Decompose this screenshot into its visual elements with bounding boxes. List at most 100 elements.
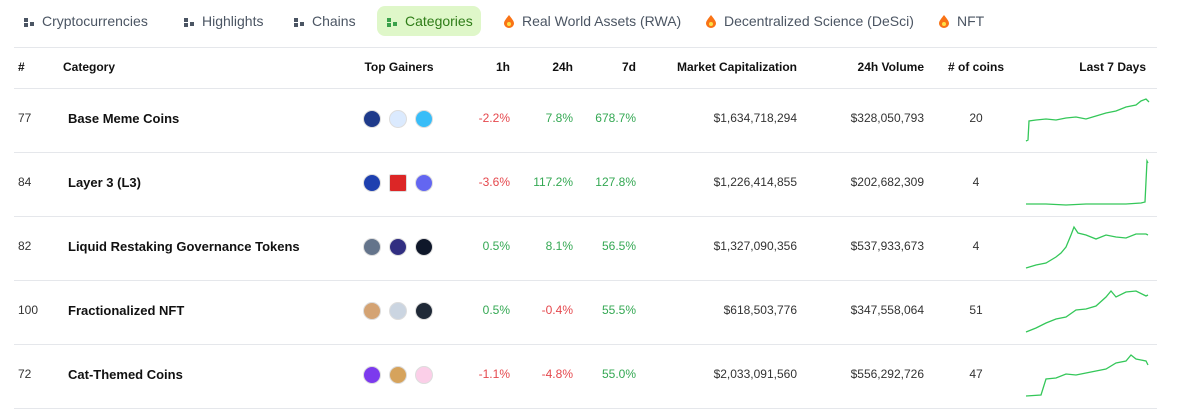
table-cell: 8.1% xyxy=(545,239,573,253)
coin-icon[interactable] xyxy=(389,302,407,320)
coin-icon[interactable] xyxy=(415,174,433,192)
table-cell: 55.0% xyxy=(601,367,636,381)
table-cell: $202,682,309 xyxy=(850,175,924,189)
coin-icon[interactable] xyxy=(389,174,407,192)
coin-icon[interactable] xyxy=(363,366,381,384)
category-name[interactable]: Cat-Themed Coins xyxy=(68,367,183,382)
table-cell: 127.8% xyxy=(595,175,636,189)
table-cell: $618,503,776 xyxy=(723,303,797,317)
row-divider xyxy=(14,280,1157,281)
tab-icon xyxy=(939,15,949,28)
coin-icon[interactable] xyxy=(389,110,407,128)
table-cell: $2,033,091,560 xyxy=(713,367,797,381)
table-cell: 84 xyxy=(18,175,32,189)
table-cell: 4 xyxy=(972,239,980,253)
table-cell: 0.5% xyxy=(482,303,510,317)
tab-icon xyxy=(706,15,716,28)
sparkline-path xyxy=(1025,354,1149,397)
column-header[interactable]: 24h Volume xyxy=(857,60,924,74)
table-cell: 72 xyxy=(18,367,32,381)
table-cell: 678.7% xyxy=(595,111,636,125)
table-cell: -2.2% xyxy=(478,111,510,125)
nav-tab[interactable]: Chains xyxy=(284,6,364,36)
table-cell: $328,050,793 xyxy=(850,111,924,125)
row-divider xyxy=(14,344,1157,345)
sparkline-path xyxy=(1026,158,1149,206)
table-cell: $1,226,414,855 xyxy=(713,175,797,189)
table-cell: 117.2% xyxy=(533,175,573,189)
column-header: Top Gainers xyxy=(364,60,434,74)
nav-tab[interactable]: Decentralized Science (DeSci) xyxy=(696,6,922,36)
tab-label: Highlights xyxy=(202,13,264,29)
table-cell: $556,292,726 xyxy=(850,367,924,381)
table-cell: $537,933,673 xyxy=(850,239,924,253)
table-cell: 51 xyxy=(969,303,983,317)
tab-icon xyxy=(294,18,304,27)
tab-icon xyxy=(24,18,34,27)
category-name[interactable]: Base Meme Coins xyxy=(68,111,180,126)
column-header: Category xyxy=(63,60,116,74)
nav-tab[interactable]: Cryptocurrencies xyxy=(14,6,156,36)
table-cell: 56.5% xyxy=(601,239,636,253)
column-header[interactable]: # of coins xyxy=(947,60,1005,74)
category-name[interactable]: Fractionalized NFT xyxy=(68,303,185,318)
tab-label: Cryptocurrencies xyxy=(42,13,148,29)
tab-label: Chains xyxy=(312,13,356,29)
column-header[interactable]: 7d xyxy=(621,60,636,74)
sparkline xyxy=(1025,354,1149,397)
table-cell: 47 xyxy=(969,367,983,381)
table-cell: 100 xyxy=(18,303,39,317)
column-header[interactable]: Market Capitalization xyxy=(676,60,797,74)
nav-tab[interactable]: NFT xyxy=(929,6,992,36)
sparkline-path xyxy=(1025,289,1149,333)
sparkline-path xyxy=(1025,225,1149,269)
table-cell: -3.6% xyxy=(478,175,510,189)
table-cell: -4.8% xyxy=(541,367,573,381)
table-cell: 20 xyxy=(969,111,983,125)
tab-icon xyxy=(504,15,514,28)
row-divider xyxy=(14,152,1157,153)
sparkline xyxy=(1026,158,1149,206)
table-cell: 77 xyxy=(18,111,32,125)
table-cell: $347,558,064 xyxy=(850,303,924,317)
table-cell: 82 xyxy=(18,239,32,253)
table-cell: 0.5% xyxy=(482,239,510,253)
table-cell: 4 xyxy=(972,175,980,189)
table-cell: 7.8% xyxy=(545,111,573,125)
category-name[interactable]: Layer 3 (L3) xyxy=(68,175,141,190)
sparkline xyxy=(1025,98,1150,142)
sparkline xyxy=(1025,225,1149,269)
tab-label: NFT xyxy=(957,13,985,29)
coin-icon[interactable] xyxy=(415,110,433,128)
category-name[interactable]: Liquid Restaking Governance Tokens xyxy=(68,239,300,254)
table-cell: 55.5% xyxy=(601,303,636,317)
coin-icon[interactable] xyxy=(363,110,381,128)
table-cell: -0.4% xyxy=(541,303,573,317)
tab-icon xyxy=(184,18,194,27)
coin-icon[interactable] xyxy=(415,366,433,384)
row-divider xyxy=(14,216,1157,217)
tab-label: Real World Assets (RWA) xyxy=(522,13,682,29)
table-cell: $1,327,090,356 xyxy=(713,239,797,253)
nav-tab[interactable]: Highlights xyxy=(174,6,271,36)
tab-label: Decentralized Science (DeSci) xyxy=(724,13,914,29)
coin-icon[interactable] xyxy=(415,238,433,256)
tab-icon xyxy=(387,18,397,27)
column-header: # xyxy=(18,60,25,74)
table-cell: -1.1% xyxy=(478,367,510,381)
nav-tab[interactable]: Real World Assets (RWA) xyxy=(494,6,689,36)
column-header[interactable]: 1h xyxy=(495,60,510,74)
tab-label: Categories xyxy=(405,13,473,29)
column-header[interactable]: Last 7 Days xyxy=(1079,60,1146,74)
coin-icon[interactable] xyxy=(363,174,381,192)
column-header[interactable]: 24h xyxy=(552,60,573,74)
coin-icon[interactable] xyxy=(363,302,381,320)
sparkline xyxy=(1025,289,1149,333)
coin-icon[interactable] xyxy=(363,238,381,256)
table-cell: $1,634,718,294 xyxy=(713,111,797,125)
coin-icon[interactable] xyxy=(415,302,433,320)
coin-icon[interactable] xyxy=(389,238,407,256)
coin-icon[interactable] xyxy=(389,366,407,384)
nav-tab[interactable]: Categories xyxy=(377,6,481,36)
